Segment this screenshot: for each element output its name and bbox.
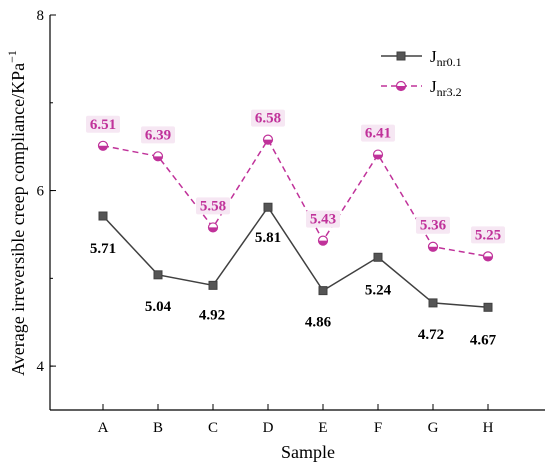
series-1-data-label: 4.72 (418, 327, 444, 343)
legend-item-series-1: Jnr0.1 (381, 47, 462, 69)
x-tick-label: C (208, 420, 218, 436)
series-2-label-bg (471, 226, 505, 244)
x-tick-label: G (428, 420, 439, 436)
series-1-data-label: 5.24 (365, 282, 392, 298)
series-2-data-label: 5.25 (475, 227, 501, 243)
series-2-data-label: 6.58 (255, 111, 281, 127)
legend-label-series-1: Jnr0.1 (430, 47, 462, 69)
series-1-point (153, 270, 163, 280)
legend-item-series-2: Jnr3.2 (381, 77, 462, 99)
series-1-data-label: 4.86 (305, 315, 332, 331)
legend-marker-series-1 (396, 51, 406, 61)
y-axis-title-main: Average irreversible creep compliance/KP… (8, 63, 28, 376)
legend-label-series-1-sub: nr0.1 (437, 55, 462, 69)
y-tick-label: 4 (37, 359, 45, 375)
series-2-data-label: 6.51 (90, 117, 116, 133)
series-1-point (428, 298, 438, 308)
legend-label-series-2: Jnr3.2 (430, 77, 462, 99)
y-tick-label: 8 (37, 8, 45, 24)
x-tick-label: F (374, 420, 382, 436)
x-tick-label: E (318, 420, 327, 436)
series-2-point-fill (318, 240, 328, 246)
legend: Jnr0.1 Jnr3.2 (381, 47, 462, 99)
series-1-point (373, 252, 383, 262)
legend-marker-series-2-fill (396, 86, 406, 91)
series-2-point-fill (98, 145, 108, 151)
x-tick-label: A (98, 420, 109, 436)
series-2-point-fill (428, 246, 438, 252)
series-2-label-bg (361, 124, 395, 142)
series-2-label-bg (251, 109, 285, 127)
series-1-line (102, 205, 489, 309)
series-2-point-fill (483, 256, 493, 261)
series-layer (97, 134, 494, 312)
data-labels: 5.71 5.04 4.92 5.81 4.86 5.24 4.72 4.67 6.51 6.39… (86, 109, 505, 348)
series-2-data-label: 5.58 (200, 198, 226, 214)
axes (49, 15, 545, 411)
x-axis-ticks: A B C D E F G H (98, 404, 494, 436)
series-1-data-label: 4.67 (470, 332, 497, 348)
series-2-point-fill (208, 227, 218, 232)
series-1-data-label: 5.71 (90, 241, 116, 257)
series-1-point (483, 302, 493, 312)
series-2-data-label: 5.36 (420, 218, 447, 234)
legend-label-series-2-sub: nr3.2 (437, 85, 462, 99)
series-2-data-label: 5.43 (310, 212, 336, 228)
series-2-point-fill (263, 139, 273, 145)
y-axis-title: Average irreversible creep compliance/KP… (5, 50, 28, 376)
series-1-point (318, 286, 328, 296)
legend-label-series-2-main: J (430, 77, 437, 96)
x-tick-label: B (153, 420, 163, 436)
x-tick-label: D (263, 420, 274, 436)
series-2-label-bg (196, 197, 230, 215)
x-tick-label: H (483, 420, 494, 436)
series-2-data-label: 6.41 (365, 126, 391, 142)
y-axis-ticks: 4 6 8 (37, 8, 56, 375)
series-1-point (208, 280, 218, 290)
series-1-data-label: 4.92 (199, 307, 225, 323)
series-2-label-bg (141, 126, 175, 144)
x-axis-title: Sample (281, 442, 335, 462)
series-2-data-label: 6.39 (145, 127, 171, 143)
series-1-data-label: 5.81 (255, 230, 281, 246)
y-tick-label: 6 (37, 184, 45, 200)
series-1-point (263, 202, 273, 212)
series-2-label-bg (306, 210, 340, 228)
series-1-point (98, 211, 108, 221)
y-axis-title-sup: −1 (5, 50, 19, 63)
series-1-data-label: 5.04 (145, 299, 172, 315)
series-2-label-bg (86, 115, 120, 133)
legend-label-series-1-main: J (430, 47, 437, 66)
series-2-point-fill (373, 154, 383, 160)
series-2-point-fill (153, 156, 163, 161)
series-2-label-bg (416, 216, 450, 234)
